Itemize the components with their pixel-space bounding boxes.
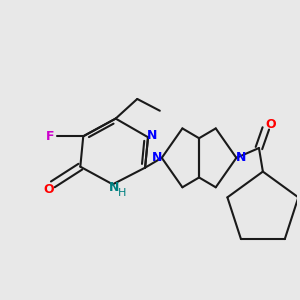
Text: F: F	[46, 130, 54, 143]
Text: O: O	[44, 183, 54, 196]
Text: N: N	[152, 152, 162, 164]
Text: N: N	[109, 181, 119, 194]
Text: O: O	[266, 118, 276, 131]
Text: N: N	[236, 152, 247, 164]
Text: H: H	[118, 188, 127, 198]
Text: N: N	[147, 129, 157, 142]
